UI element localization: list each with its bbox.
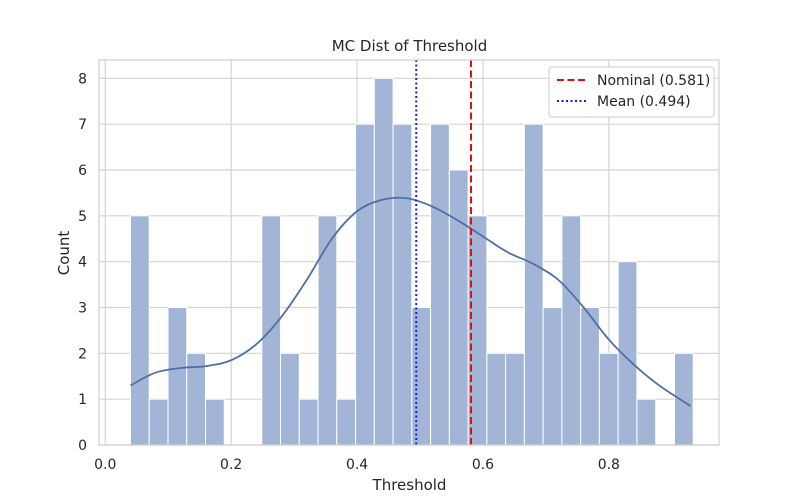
- y-tick-label-1: 1: [78, 392, 87, 408]
- x-tick-label-4: 0.8: [598, 457, 620, 473]
- histogram-bar-20: [505, 352, 525, 446]
- y-tick-label-4: 4: [78, 255, 87, 271]
- histogram-bar-8: [280, 352, 300, 446]
- chart-title: MC Dist of Threshold: [332, 37, 488, 55]
- kde-curve: [130, 196, 692, 407]
- histogram-bar-16: [430, 123, 450, 446]
- kde-curve-group: [130, 196, 692, 407]
- plot-frame: [98, 59, 720, 446]
- histogram-bar-21: [523, 123, 544, 446]
- legend-label-mean: Mean (0.494): [597, 94, 691, 110]
- y-tick-label-0: 0: [78, 438, 87, 454]
- histogram-bar-17: [448, 169, 469, 446]
- histogram-bar-22: [542, 307, 563, 446]
- histogram-bar-29: [673, 352, 694, 446]
- y-axis-label: Count: [55, 231, 73, 276]
- histogram-bar-13: [373, 77, 394, 446]
- x-tick-labels: 0.0 0.2 0.4 0.6 0.8: [94, 457, 620, 473]
- histogram-bar-4: [205, 398, 225, 446]
- histogram-bar-10: [317, 215, 338, 446]
- histogram-bar-24: [580, 307, 600, 446]
- histogram-bar-14: [392, 123, 413, 446]
- histogram-bar-0: [129, 215, 150, 446]
- histogram-bar-2: [167, 307, 188, 446]
- reference-lines: [415, 60, 472, 445]
- histogram-bar-27: [636, 398, 657, 446]
- x-tick-label-0: 0.0: [94, 457, 116, 473]
- y-tick-label-2: 2: [78, 346, 87, 362]
- histogram-bar-12: [355, 123, 375, 446]
- x-tick-label-3: 0.6: [472, 457, 494, 473]
- y-tick-label-8: 8: [78, 71, 87, 87]
- x-axis-label: Threshold: [372, 476, 447, 494]
- histogram-bar-11: [336, 398, 357, 446]
- legend-box: [548, 66, 715, 118]
- histogram-bar-19: [486, 352, 507, 446]
- histogram-bar-9: [298, 398, 319, 446]
- y-tick-label-7: 7: [78, 117, 87, 133]
- histogram-bars: [129, 77, 694, 446]
- legend: Nominal (0.581) Mean (0.494): [548, 66, 715, 118]
- y-tick-label-3: 3: [78, 301, 87, 317]
- histogram-bar-25: [598, 352, 619, 446]
- y-tick-label-6: 6: [78, 163, 87, 179]
- x-tick-label-2: 0.4: [346, 457, 368, 473]
- legend-label-nominal: Nominal (0.581): [597, 73, 710, 89]
- y-tick-labels: 0 1 2 3 4 5 6 7 8: [78, 71, 87, 454]
- y-tick-label-5: 5: [78, 209, 87, 225]
- histogram-bar-23: [561, 215, 582, 446]
- x-tick-label-1: 0.2: [220, 457, 242, 473]
- histogram-bar-15: [411, 307, 432, 446]
- histogram-bar-1: [148, 398, 169, 446]
